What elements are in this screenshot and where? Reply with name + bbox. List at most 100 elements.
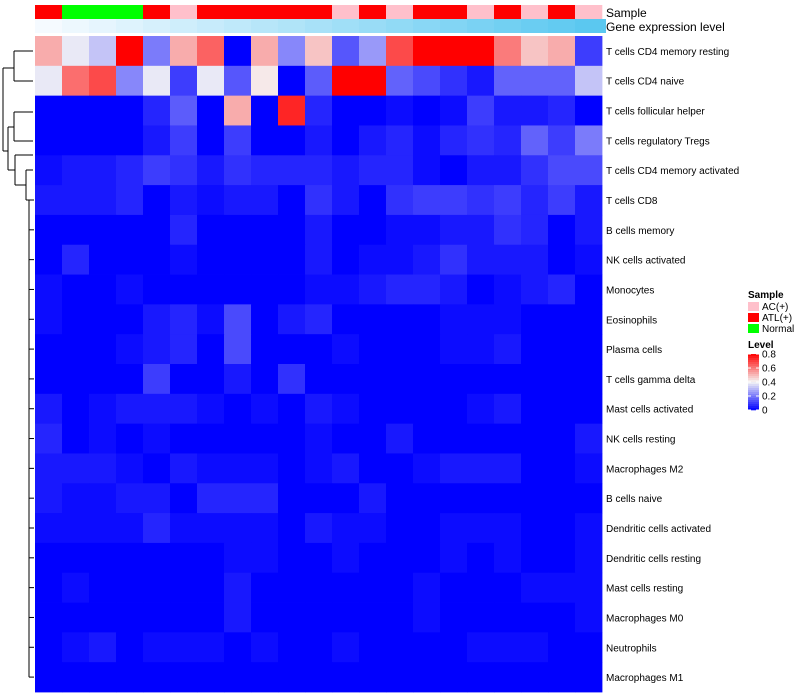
heatmap-cell-r6-c0 (35, 214, 63, 246)
row-label: Dendritic cells activated (606, 524, 711, 535)
sample-cell-10 (305, 5, 333, 19)
colorbar-step-27 (748, 408, 759, 411)
heatmap-cell-r2-c2 (89, 95, 117, 126)
colorbar-step-10 (748, 374, 759, 377)
heatmap-cell-r20-c13 (386, 632, 414, 663)
heatmap-cell-r14-c18 (521, 453, 549, 484)
heatmap-cell-r2-c19 (548, 95, 576, 126)
expression-cell-13 (386, 19, 414, 33)
heatmap-cell-r12-c10 (305, 393, 333, 425)
sample-cell-8 (251, 5, 279, 19)
heatmap-cell-r3-c18 (521, 125, 549, 156)
heatmap-cell-r0-c0 (35, 36, 63, 67)
heatmap-cell-r8-c4 (143, 274, 171, 305)
row-label: Neutrophils (606, 643, 657, 654)
heatmap-cell-r0-c14 (413, 36, 441, 67)
heatmap-cell-r11-c17 (494, 364, 522, 395)
row-label: T cells CD4 memory activated (606, 166, 739, 177)
heatmap-cell-r3-c1 (62, 125, 90, 156)
expression-cell-1 (62, 19, 90, 33)
heatmap-cell-r21-c2 (89, 662, 117, 693)
heatmap-cell-r6-c10 (305, 214, 333, 246)
heatmap-cell-r12-c13 (386, 393, 414, 425)
heatmap-cell-r16-c8 (251, 513, 279, 544)
legend-label-atl: ATL(+) (762, 313, 792, 324)
heatmap-cell-r1-c0 (35, 65, 63, 97)
heatmap-cell-r13-c8 (251, 423, 279, 454)
heatmap-cell-r13-c17 (494, 423, 522, 454)
heatmap-cell-r3-c11 (332, 125, 360, 156)
heatmap-cell-r7-c1 (62, 244, 90, 275)
heatmap-cell-r17-c20 (575, 542, 603, 574)
colorbar-step-11 (748, 376, 759, 379)
sample-cell-4 (143, 5, 171, 19)
heatmap-cell-r8-c8 (251, 274, 279, 305)
heatmap-cell-r0-c19 (548, 36, 576, 67)
heatmap-cell-r5-c6 (197, 185, 225, 216)
heatmap-cell-r20-c6 (197, 632, 225, 663)
heatmap-cell-r20-c8 (251, 632, 279, 663)
expression-cell-15 (440, 19, 468, 33)
heatmap-cell-r14-c14 (413, 453, 441, 484)
heatmap-cell-r10-c2 (89, 334, 117, 365)
heatmap-cell-r19-c5 (170, 602, 198, 633)
heatmap-cell-r0-c18 (521, 36, 549, 67)
heatmap-cell-r12-c7 (224, 393, 252, 425)
heatmap-cell-r2-c16 (467, 95, 495, 126)
heatmap-cell-r1-c6 (197, 65, 225, 97)
colorbar-step-19 (748, 392, 759, 395)
heatmap-cell-r2-c11 (332, 95, 360, 126)
heatmap-cell-r18-c19 (548, 572, 576, 603)
sample-cell-20 (575, 5, 603, 19)
heatmap-cell-r2-c5 (170, 95, 198, 126)
colorbar-step-3 (748, 360, 759, 363)
colorbar-step-2 (748, 358, 759, 361)
heatmap-cell-r3-c13 (386, 125, 414, 156)
heatmap-cell-r3-c4 (143, 125, 171, 156)
sample-cell-16 (467, 5, 495, 19)
heatmap-cell-r6-c2 (89, 214, 117, 246)
annotation-label-sample: Sample (606, 6, 647, 20)
heatmap-cell-r15-c6 (197, 483, 225, 514)
heatmap-cell-r2-c20 (575, 95, 603, 126)
heatmap-cell-r5-c18 (521, 185, 549, 216)
heatmap-cell-r9-c10 (305, 304, 333, 335)
heatmap-cell-r10-c9 (278, 334, 306, 365)
heatmap-cell-r14-c2 (89, 453, 117, 484)
heatmap-cell-r18-c1 (62, 572, 90, 603)
heatmap-cell-r20-c14 (413, 632, 441, 663)
heatmap-cell-r1-c18 (521, 65, 549, 97)
heatmap-cell-r20-c7 (224, 632, 252, 663)
heatmap-cell-r14-c9 (278, 453, 306, 484)
row-label: B cells memory (606, 226, 674, 237)
heatmap-cell-r3-c8 (251, 125, 279, 156)
heatmap-cell-r17-c19 (548, 542, 576, 574)
heatmap-cell-r11-c14 (413, 364, 441, 395)
heatmap-cell-r19-c11 (332, 602, 360, 633)
heatmap-cell-r4-c12 (359, 155, 387, 186)
heatmap-cell-r13-c12 (359, 423, 387, 454)
heatmap-cell-r14-c5 (170, 453, 198, 484)
colorbar-step-23 (748, 400, 759, 403)
heatmap-cell-r16-c0 (35, 513, 63, 544)
sample-cell-12 (359, 5, 387, 19)
heatmap-cell-r1-c7 (224, 65, 252, 97)
row-label: Macrophages M2 (606, 464, 684, 475)
heatmap-cell-r16-c9 (278, 513, 306, 544)
heatmap-cell-r14-c19 (548, 453, 576, 484)
sample-cell-15 (440, 5, 468, 19)
heatmap-cell-r20-c20 (575, 632, 603, 663)
colorbar-step-15 (748, 384, 759, 387)
legend-swatch-atl (748, 313, 759, 322)
heatmap-cell-r11-c9 (278, 364, 306, 395)
heatmap-cell-r14-c4 (143, 453, 171, 484)
heatmap-cell-r13-c4 (143, 423, 171, 454)
heatmap-cell-r12-c11 (332, 393, 360, 425)
heatmap-cell-r8-c15 (440, 274, 468, 305)
heatmap-cell-r9-c8 (251, 304, 279, 335)
heatmap-cell-r4-c13 (386, 155, 414, 186)
heatmap-cell-r1-c5 (170, 65, 198, 97)
heatmap-cell-r21-c19 (548, 662, 576, 693)
heatmap-cell-r1-c8 (251, 65, 279, 97)
heatmap-cell-r7-c6 (197, 244, 225, 275)
